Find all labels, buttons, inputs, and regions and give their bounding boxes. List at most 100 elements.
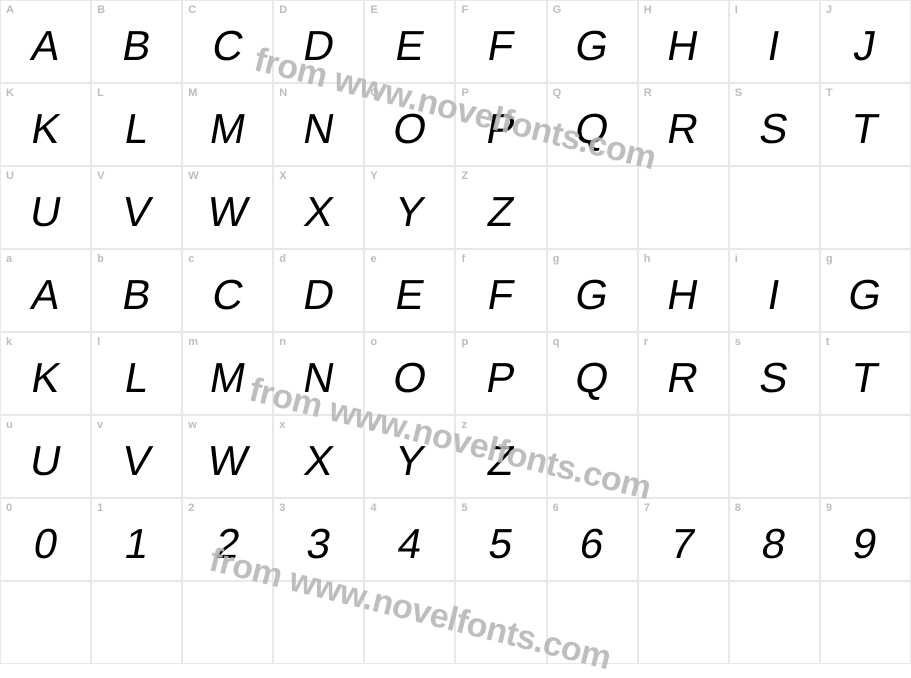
glyph-cell: 88 [729, 498, 820, 581]
glyph-cell: eE [364, 249, 455, 332]
glyph-cell [455, 581, 546, 664]
glyph-cell: 77 [638, 498, 729, 581]
cell-label: 6 [553, 502, 559, 514]
glyph-cell [547, 166, 638, 249]
cell-glyph: N [300, 357, 338, 399]
cell-glyph: V [119, 191, 154, 233]
cell-label: v [97, 419, 103, 431]
cell-label: c [188, 253, 194, 265]
glyph-cell: hH [638, 249, 729, 332]
glyph-cell: dD [273, 249, 364, 332]
glyph-cell [820, 581, 911, 664]
cell-glyph: G [845, 274, 885, 316]
cell-glyph: Q [572, 108, 612, 150]
glyph-cell: LL [91, 83, 182, 166]
glyph-cell: 44 [364, 498, 455, 581]
cell-label: b [97, 253, 104, 265]
glyph-cell: CC [182, 0, 273, 83]
cell-glyph: X [301, 191, 336, 233]
cell-glyph: A [28, 25, 63, 67]
cell-glyph: X [301, 440, 336, 482]
glyph-cell: 22 [182, 498, 273, 581]
glyph-cell: bB [91, 249, 182, 332]
glyph-cell: zZ [455, 415, 546, 498]
cell-label: p [461, 336, 468, 348]
cell-label: k [6, 336, 12, 348]
cell-label: W [188, 170, 199, 182]
cell-glyph: K [28, 357, 63, 399]
cell-label: r [644, 336, 649, 348]
glyph-cell: tT [820, 332, 911, 415]
glyph-cell: NN [273, 83, 364, 166]
cell-label: a [6, 253, 12, 265]
glyph-cell: rR [638, 332, 729, 415]
glyph-cell [729, 581, 820, 664]
glyph-cell: mM [182, 332, 273, 415]
glyph-cell [638, 581, 729, 664]
cell-glyph: F [485, 274, 518, 316]
glyph-cell: xX [273, 415, 364, 498]
cell-glyph: U [27, 440, 65, 482]
cell-label: g [553, 253, 560, 265]
cell-label: w [188, 419, 197, 431]
cell-glyph: Y [392, 440, 427, 482]
cell-glyph: G [572, 25, 612, 67]
cell-glyph: 6 [577, 523, 608, 565]
cell-glyph: S [757, 357, 792, 399]
cell-glyph: W [204, 440, 251, 482]
cell-glyph: 7 [668, 523, 699, 565]
glyph-cell: QQ [547, 83, 638, 166]
cell-glyph: Z [485, 440, 518, 482]
cell-glyph: 1 [121, 523, 152, 565]
cell-label: 2 [188, 502, 194, 514]
glyph-cell: oO [364, 332, 455, 415]
cell-glyph: B [119, 25, 154, 67]
cell-glyph: M [207, 108, 249, 150]
glyph-cell: 66 [547, 498, 638, 581]
cell-label: 0 [6, 502, 12, 514]
glyph-cell [820, 415, 911, 498]
glyph-cell [638, 415, 729, 498]
cell-label: H [644, 4, 652, 16]
cell-glyph: F [485, 25, 518, 67]
glyph-cell: GG [547, 0, 638, 83]
glyph-cell: DD [273, 0, 364, 83]
cell-label: D [279, 4, 287, 16]
glyph-cell: UU [0, 166, 91, 249]
glyph-cell: gG [820, 249, 911, 332]
glyph-cell: PP [455, 83, 546, 166]
cell-glyph: U [27, 191, 65, 233]
cell-label: o [370, 336, 377, 348]
cell-label: 3 [279, 502, 285, 514]
glyph-cell: AA [0, 0, 91, 83]
glyph-cell: BB [91, 0, 182, 83]
glyph-cell: II [729, 0, 820, 83]
cell-label: l [97, 336, 100, 348]
glyph-cell [729, 166, 820, 249]
glyph-cell: lL [91, 332, 182, 415]
cell-glyph: N [300, 108, 338, 150]
cell-label: Q [553, 87, 562, 99]
glyph-cell: uU [0, 415, 91, 498]
cell-label: f [461, 253, 465, 265]
cell-label: E [370, 4, 378, 16]
glyph-cell [547, 581, 638, 664]
cell-glyph: L [121, 108, 152, 150]
cell-label: A [6, 4, 14, 16]
glyph-cell: VV [91, 166, 182, 249]
glyph-cell: 55 [455, 498, 546, 581]
cell-glyph: Z [485, 191, 518, 233]
cell-glyph: D [300, 274, 338, 316]
glyph-cell: gG [547, 249, 638, 332]
cell-glyph: O [390, 108, 430, 150]
font-character-map: AABBCCDDEEFFGGHHIIJJKKLLMMNNOOPPQQRRSSTT… [0, 0, 911, 664]
cell-label: M [188, 87, 197, 99]
cell-label: z [461, 419, 467, 431]
cell-glyph: C [209, 274, 247, 316]
glyph-cell: cC [182, 249, 273, 332]
cell-glyph: R [664, 357, 702, 399]
cell-label: 8 [735, 502, 741, 514]
cell-label: q [553, 336, 560, 348]
cell-glyph: Y [392, 191, 427, 233]
cell-label: 5 [461, 502, 467, 514]
